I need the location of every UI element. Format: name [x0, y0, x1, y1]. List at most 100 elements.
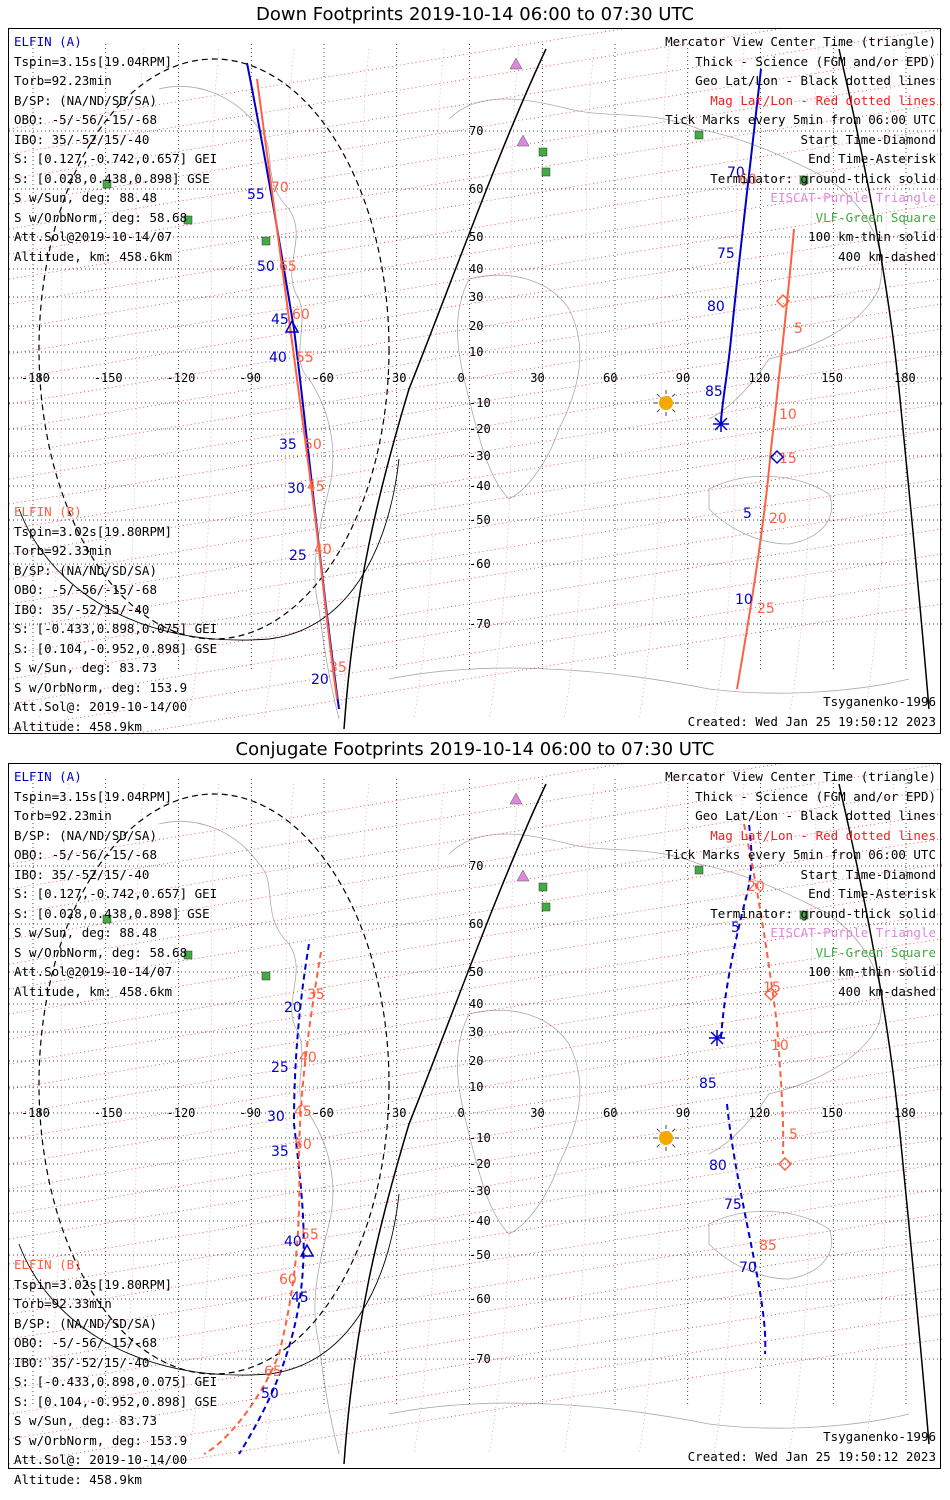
- lon-tick-label: -30: [385, 371, 407, 385]
- mercator-map-down: -180 -150 -120 -90 -60 -30 0 30 60 90 120 150 180706…: [9, 29, 942, 735]
- lat-tick-label: -60: [469, 557, 491, 571]
- mag-meridian: [413, 783, 445, 1455]
- elfin-a-track-label-east: 10: [735, 592, 753, 608]
- lat-tick-label: 30: [469, 290, 483, 304]
- mag-meridian: [38, 783, 70, 1455]
- mag-meridians: [38, 48, 895, 720]
- sun-ray: [672, 1144, 676, 1148]
- legend-row-8: EISCAT-Purple Triangle: [770, 190, 936, 205]
- mag-parallel: [9, 78, 942, 230]
- vlf-square-icon: [541, 902, 551, 912]
- elfin-a-row-1: Tspin=3.15s[19.04RPM]: [14, 53, 173, 69]
- elfin-b-row-0: ELFIN (B): [14, 1257, 82, 1272]
- coast-africa: [457, 274, 581, 500]
- elfin-a-track-label: 45: [271, 312, 289, 328]
- legend-row-1: Thick - Science (FGM and/or EPD): [695, 788, 936, 804]
- mag-parallel: [9, 813, 942, 965]
- panel-title-conjugate: Conjugate Footprints 2019-10-14 06:00 to…: [235, 739, 715, 760]
- lat-tick-label: -40: [469, 479, 491, 493]
- lon-tick-label: -150: [94, 371, 123, 385]
- elfin-b-row-9: S w/OrbNorm, deg: 153.9: [14, 1432, 188, 1448]
- mag-parallel: [9, 478, 942, 630]
- lat-tick-label: -70: [469, 1352, 491, 1366]
- mag-parallel: [9, 988, 942, 1140]
- mag-parallel: [9, 128, 942, 280]
- elfin-a-track-label: 30: [287, 481, 305, 497]
- elfin-b-track-label: 65: [264, 1364, 282, 1380]
- elfin-a-row-0: ELFIN (A): [14, 34, 82, 49]
- mag-parallel: [9, 764, 942, 915]
- panel-title-down: Down Footprints 2019-10-14 06:00 to 07:3…: [256, 4, 694, 25]
- lat-tick-label: 50: [469, 965, 483, 979]
- elfin-a-track-label-east: 70: [727, 165, 745, 181]
- elfin-b-track-label-east: 10: [771, 1038, 789, 1054]
- lon-tick-label: -60: [312, 371, 334, 385]
- legend-row-2: Geo Lat/Lon - Black dotted lines: [695, 808, 936, 823]
- sun-ray: [672, 409, 676, 413]
- mag-parallel: [9, 353, 942, 505]
- elfin-a-track-east: [720, 68, 762, 425]
- elfin-b-row-6: S: [-0.433,0.898,0.075] GEI: [14, 1374, 218, 1389]
- elfin-b-row-10: Att.Sol@: 2019-10-14/00: [14, 1452, 188, 1467]
- lat-tick-label: 70: [469, 859, 483, 873]
- vlf-square-icon: [694, 130, 704, 140]
- legend-row-8: EISCAT-Purple Triangle: [770, 925, 936, 940]
- mag-meridians: [38, 783, 895, 1455]
- lat-tick-label: -60: [469, 1292, 491, 1306]
- elfin-a-track-label: 40: [269, 350, 287, 366]
- elfin-b-track-label-east: 5: [789, 1127, 798, 1143]
- asterisk-stroke: [714, 417, 728, 431]
- lon-tick-label: 30: [530, 371, 544, 385]
- lon-tick-label: 120: [749, 371, 771, 385]
- mag-meridian: [713, 783, 745, 1455]
- mag-meridian: [563, 783, 595, 1455]
- mag-parallel: [9, 1088, 942, 1240]
- elfin-b-track-label-east: 20: [769, 511, 787, 527]
- elfin-b-row-7: S: [0.104,-0.952,0.898] GSE: [14, 640, 218, 656]
- lat-tick-label: 70: [469, 124, 483, 138]
- mag-parallel: [9, 1238, 942, 1390]
- elfin-b-track-label-east: 15: [779, 451, 797, 467]
- vlf-square-icon: [538, 882, 548, 892]
- elfin-a-track-label: 40: [284, 1234, 302, 1250]
- elfin-a-row-11: Altitude, km: 458.6km: [14, 248, 173, 264]
- lat-tick-label: -30: [469, 449, 491, 463]
- lat-tick-label: 20: [469, 319, 483, 333]
- lat-tick-label: 60: [469, 182, 483, 196]
- elfin-b-row-6: S: [-0.433,0.898,0.075] GEI: [14, 621, 218, 636]
- mag-meridian: [338, 783, 370, 1455]
- sun-ray: [656, 393, 660, 397]
- legend-row-4: Tick Marks every 5min from 06:00 UTC: [665, 112, 936, 127]
- elfin-a-row-3: B/SP: (NA/ND/SD/SA): [14, 92, 157, 108]
- lon-tick-label: 90: [676, 371, 690, 385]
- elfin-a-row-0: ELFIN (A): [14, 769, 82, 784]
- model-label: Tsyganenko-1996: [823, 694, 936, 709]
- elfin-b-track-east: [743, 823, 785, 1155]
- lat-tick-label: 60: [469, 917, 483, 931]
- elfin-a-row-4: OBO: -5/-56/-15/-68: [14, 112, 157, 127]
- vlf-square-icon: [261, 971, 271, 981]
- coastline-group: [158, 821, 910, 1455]
- vlf-square-icon: [541, 167, 551, 177]
- mag-meridian: [563, 48, 595, 720]
- elfin-b-track-label: 35: [329, 660, 347, 676]
- vlf-square-icon: [102, 914, 112, 924]
- elfin-b-info: ELFIN (B) Tspin=3.02s[19.80RPM] Torb=92.33…: [14, 502, 217, 736]
- elfin-a-row-11: Altitude, km: 458.6km: [14, 983, 173, 999]
- lat-tick-label: -10: [469, 396, 491, 410]
- elfin-a-row-10: Att.Sol@2019-10-14/07: [14, 229, 173, 244]
- map-panel-conjugate: -180 -150 -120 -90 -60 -30 0 30 60 90 120 150 180 70 6…: [8, 763, 942, 1487]
- elfin-b-row-11: Altitude: 458.9km: [14, 1471, 142, 1487]
- mag-parallel: [9, 1038, 942, 1190]
- elfin-a-track-label: 35: [279, 437, 297, 453]
- elfin-a-track-label: 35: [271, 1144, 289, 1160]
- legend-row-4: Tick Marks every 5min from 06:00 UTC: [665, 847, 936, 862]
- elfin-a-track-label: 20: [311, 672, 329, 688]
- legend-row-10: 100 km-thin solid: [808, 229, 936, 244]
- elfin-b-track-label-east: 5: [794, 321, 803, 337]
- elfin-b-track-label-east: 25: [757, 601, 775, 617]
- start-time-diamond-icon: [763, 986, 779, 1002]
- mag-meridian: [488, 783, 520, 1455]
- mag-meridian: [263, 48, 295, 720]
- lon-tick-label: 60: [603, 1106, 617, 1120]
